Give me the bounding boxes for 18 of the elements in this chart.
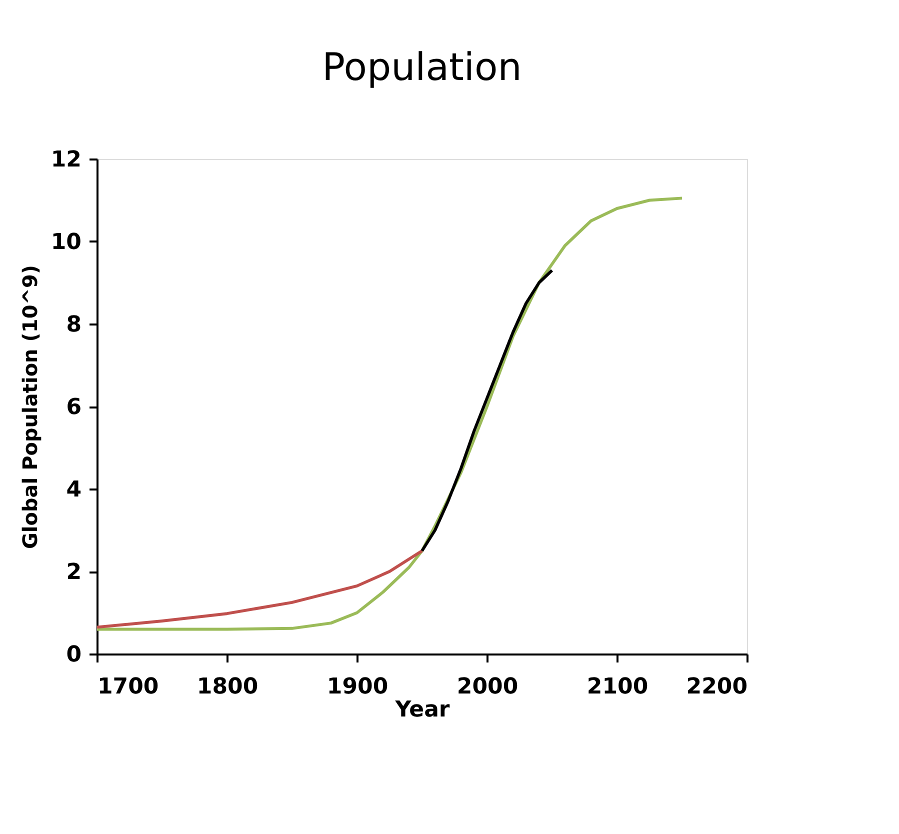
y-tick-label: 10	[50, 230, 82, 255]
chart-title: Population	[322, 45, 522, 89]
y-tick-label: 6	[66, 395, 82, 420]
y-axis-title: Global Population (10^9)	[18, 264, 42, 550]
y-tick-label: 0	[66, 642, 82, 668]
y-tick-label: 12	[50, 148, 82, 172]
line-series	[420, 268, 554, 552]
line-series	[96, 549, 424, 629]
x-axis-title: Year	[394, 698, 450, 722]
x-tick-label: 1700	[98, 674, 159, 700]
x-tick-label: 2200	[686, 674, 748, 700]
x-tick-label: 2100	[586, 674, 648, 700]
y-tick-label: 2	[66, 560, 82, 585]
x-tick-label: 1800	[196, 674, 258, 700]
x-tick-label: 1900	[326, 674, 388, 700]
y-tick-label: 8	[66, 312, 82, 338]
x-tick-label: 2000	[456, 674, 518, 700]
y-tick-label: 4	[66, 478, 82, 502]
